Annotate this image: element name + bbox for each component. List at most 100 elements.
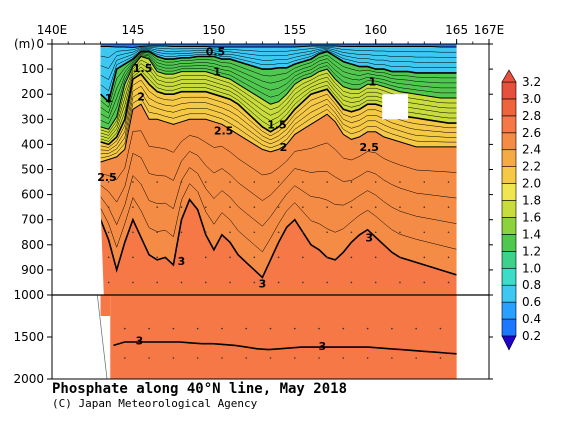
- sample-point: [447, 281, 450, 284]
- sample-point: [204, 181, 207, 183]
- minor-contour-line: [100, 49, 457, 80]
- x-tick-label: 167E: [474, 23, 505, 37]
- sample-point: [342, 327, 345, 330]
- upper-section-panel: [52, 44, 489, 295]
- contour-label: 3: [178, 255, 186, 268]
- sample-point: [253, 181, 256, 183]
- sample-point: [253, 206, 256, 208]
- sample-point: [399, 231, 401, 234]
- colorbar-label: 1.4: [522, 227, 541, 241]
- contour-line-0.5: [100, 45, 457, 49]
- sample-point: [302, 256, 304, 259]
- sample-point: [156, 181, 159, 183]
- contour-label: 3: [136, 334, 144, 347]
- sample-point: [374, 256, 377, 259]
- sample-point: [350, 256, 353, 259]
- deep-contour-line-3: [113, 341, 457, 355]
- x-tick-label: 160: [364, 23, 387, 37]
- band-fill-below-0.5: [100, 44, 457, 48]
- sample-point: [156, 231, 159, 234]
- sample-point: [204, 231, 207, 234]
- y-tick-label: 300: [21, 112, 44, 126]
- y-tick-label: 2000: [13, 372, 44, 386]
- colorbar-swatch: [501, 200, 517, 218]
- sample-point: [221, 357, 223, 359]
- contour-label: 1: [213, 66, 221, 79]
- sample-point: [204, 281, 207, 284]
- sample-point: [229, 206, 231, 208]
- sample-point: [180, 231, 183, 234]
- colorbar-swatch: [501, 166, 517, 184]
- sample-point: [148, 357, 150, 359]
- colorbar-label: 1.8: [522, 194, 541, 208]
- sample-point: [180, 256, 183, 259]
- sample-point: [366, 357, 369, 359]
- contour-label: 0.5: [206, 46, 226, 59]
- sample-point: [124, 327, 126, 330]
- sample-point: [399, 181, 401, 183]
- y-tick-label: 500: [21, 163, 44, 177]
- colorbar-swatch: [501, 267, 517, 286]
- sample-point: [132, 231, 134, 234]
- x-tick-label: 165: [445, 23, 468, 37]
- sample-point: [277, 181, 280, 183]
- no-data-area-west: [52, 44, 104, 295]
- contour-labels: 0.5 1.5 1 1 2 1 1.5 2.5 2 2.5 2.5 3 3 3 3 3: [97, 46, 379, 354]
- sample-point: [374, 281, 377, 284]
- sample-point: [107, 281, 110, 284]
- contour-label: 1: [369, 76, 377, 89]
- colorbar-bottom-arrow: [501, 335, 517, 351]
- colorbar-swatch: [501, 318, 517, 337]
- contour-label: 2.5: [359, 141, 379, 154]
- contour-line-3: [99, 198, 457, 279]
- sample-point: [302, 206, 304, 208]
- minor-contour-line: [100, 130, 457, 180]
- sample-point: [180, 181, 183, 183]
- minor-contour-line: [100, 55, 457, 125]
- sample-point: [277, 231, 280, 234]
- sample-point: [342, 357, 345, 359]
- sample-point: [302, 281, 304, 284]
- sample-point: [277, 281, 280, 284]
- sample-point: [439, 357, 442, 359]
- sample-point: [366, 327, 369, 330]
- sample-point: [415, 357, 417, 359]
- sample-point: [350, 181, 353, 183]
- sample-point: [350, 281, 353, 284]
- sample-point: [399, 281, 401, 284]
- sample-point: [132, 181, 134, 183]
- minor-contour-line: [100, 54, 457, 119]
- sample-point: [350, 231, 353, 234]
- sample-point: [196, 327, 199, 330]
- sample-point: [447, 206, 450, 208]
- contour-label: 1.5: [267, 118, 287, 131]
- y-tick-label: 900: [21, 263, 44, 277]
- colorbar-label: 1.0: [522, 261, 541, 275]
- y-tick-label: 200: [21, 87, 44, 101]
- sample-point: [326, 181, 328, 183]
- contour-label: 3: [365, 231, 373, 244]
- sample-point: [172, 357, 175, 359]
- lower-band-fill: [110, 295, 457, 379]
- sample-point: [180, 206, 183, 208]
- colorbar-label: 0.8: [522, 278, 541, 292]
- plot-frame: [51, 43, 490, 380]
- sample-point: [245, 357, 248, 359]
- colorbar: 0.2 0.4 0.6 0.8 1.0 1.2 1.4 1.6 1.8 2.0 2.2 2.4 2.6 2…: [501, 69, 541, 351]
- sample-point: [399, 206, 401, 208]
- colorbar-label: 3.0: [522, 92, 541, 106]
- sample-point: [447, 256, 450, 259]
- sample-point: [172, 327, 175, 330]
- colorbar-label: 2.4: [522, 143, 541, 157]
- sample-point: [277, 206, 280, 208]
- contour-line-1.5: [100, 55, 457, 130]
- colorbar-label: 2.8: [522, 109, 541, 123]
- sample-point: [326, 256, 328, 259]
- sample-point: [132, 256, 134, 259]
- sample-point: [107, 181, 110, 183]
- colorbar-swatch: [501, 149, 517, 167]
- sample-point: [229, 181, 231, 183]
- colorbar-label: 1.6: [522, 210, 541, 224]
- sample-point: [374, 231, 377, 234]
